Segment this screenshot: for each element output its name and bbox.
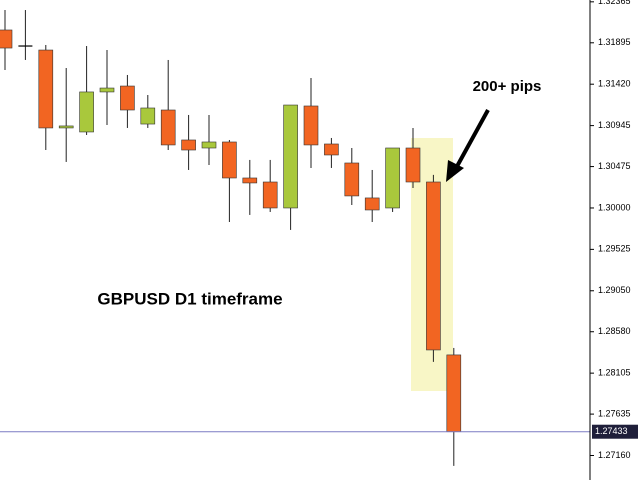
- y-tick-label: 1.28105: [598, 368, 631, 378]
- y-tick-label: 1.31420: [598, 79, 631, 89]
- arrow-shaft: [453, 109, 490, 171]
- candle-body: [446, 354, 462, 433]
- price-label: 1.27433: [595, 426, 628, 436]
- y-tick-label: 1.28580: [598, 326, 631, 336]
- candle-body: [0, 29, 13, 49]
- annotation: 200+ pips: [473, 78, 542, 95]
- y-tick-label: 1.29050: [598, 285, 631, 295]
- candle-body: [38, 49, 54, 129]
- y-tick-label: 1.32365: [598, 0, 631, 6]
- candle-body: [426, 181, 441, 351]
- annotation: GBPUSD D1 timeframe: [97, 289, 282, 308]
- candle-body: [364, 197, 380, 211]
- y-tick-label: 1.27160: [598, 450, 631, 460]
- price-label-box: [592, 424, 638, 439]
- candle-body: [201, 141, 217, 149]
- y-tick-label: 1.29525: [598, 244, 631, 254]
- candle-body: [303, 105, 319, 146]
- candle-body: [283, 104, 298, 209]
- arrow-head: [446, 160, 464, 182]
- candle-body: [99, 87, 115, 93]
- candle-body: [181, 139, 196, 151]
- y-tick-label: 1.30945: [598, 120, 631, 130]
- candle-body: [405, 147, 421, 183]
- candle-body: [79, 91, 94, 133]
- y-tick-label: 1.30000: [598, 202, 631, 212]
- plot-area: [0, 10, 590, 466]
- y-tick-label: 1.27635: [598, 408, 631, 418]
- candle-body: [58, 125, 74, 129]
- y-tick-label: 1.31895: [598, 37, 631, 47]
- y-tick-label: 1.30475: [598, 161, 631, 171]
- candle-body: [242, 177, 258, 184]
- candle-body: [222, 141, 237, 179]
- candle-body: [160, 109, 176, 146]
- candle-body: [344, 162, 360, 197]
- candle-body: [140, 107, 156, 125]
- candle-body: [324, 143, 339, 156]
- candle-body: [120, 85, 135, 111]
- candle-body: [262, 181, 278, 209]
- candle-body: [385, 147, 400, 209]
